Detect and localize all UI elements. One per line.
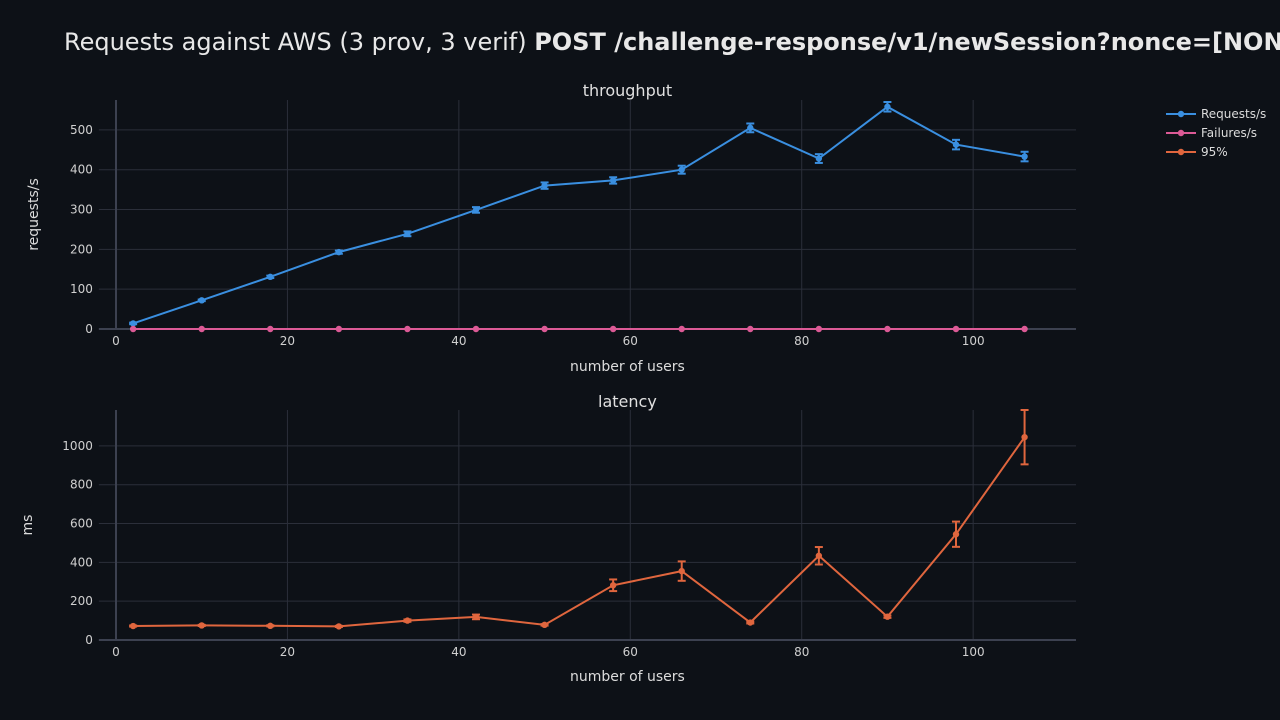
legend-swatch-marker	[1178, 111, 1184, 117]
data-point-p95[interactable]	[267, 623, 273, 629]
y-tick-label: 100	[70, 282, 93, 296]
data-point-p95[interactable]	[473, 614, 479, 620]
data-point-requests[interactable]	[199, 297, 205, 303]
data-point-p95[interactable]	[541, 622, 547, 628]
data-point-failures[interactable]	[199, 326, 205, 332]
data-point-p95[interactable]	[336, 623, 342, 629]
y-axis-label: ms	[20, 515, 36, 536]
data-point-requests[interactable]	[267, 274, 273, 280]
y-tick-label: 0	[85, 633, 93, 647]
data-point-p95[interactable]	[953, 531, 959, 537]
y-tick-label: 400	[70, 555, 93, 569]
y-tick-label: 400	[70, 163, 93, 177]
x-tick-label: 40	[451, 645, 466, 659]
y-tick-label: 0	[85, 322, 93, 336]
data-point-failures[interactable]	[1021, 326, 1027, 332]
data-point-p95[interactable]	[610, 582, 616, 588]
x-tick-label: 60	[623, 334, 638, 348]
chart-title-bold: POST /challenge-response/v1/newSession?n…	[534, 28, 1280, 56]
data-point-requests[interactable]	[884, 104, 890, 110]
y-tick-label: 800	[70, 478, 93, 492]
data-point-requests[interactable]	[336, 249, 342, 255]
data-point-failures[interactable]	[404, 326, 410, 332]
data-point-failures[interactable]	[336, 326, 342, 332]
data-point-failures[interactable]	[541, 326, 547, 332]
data-point-requests[interactable]	[404, 231, 410, 237]
y-tick-label: 200	[70, 242, 93, 256]
data-point-p95[interactable]	[747, 619, 753, 625]
subplot-title: throughput	[583, 81, 672, 100]
data-point-failures[interactable]	[747, 326, 753, 332]
x-tick-label: 0	[112, 334, 120, 348]
data-point-requests[interactable]	[541, 182, 547, 188]
x-tick-label: 60	[623, 645, 638, 659]
legend-label: Requests/s	[1201, 107, 1266, 121]
x-tick-label: 20	[280, 334, 295, 348]
data-point-failures[interactable]	[679, 326, 685, 332]
data-point-requests[interactable]	[473, 207, 479, 213]
data-point-failures[interactable]	[267, 326, 273, 332]
data-point-requests[interactable]	[130, 320, 136, 326]
x-tick-label: 0	[112, 645, 120, 659]
x-axis-label: number of users	[570, 669, 685, 685]
y-axis-label: requests/s	[26, 178, 42, 251]
data-point-p95[interactable]	[816, 553, 822, 559]
data-point-p95[interactable]	[884, 614, 890, 620]
y-tick-label: 500	[70, 123, 93, 137]
data-point-p95[interactable]	[130, 623, 136, 629]
data-point-requests[interactable]	[610, 177, 616, 183]
y-tick-label: 1000	[62, 439, 93, 453]
x-tick-label: 20	[280, 645, 295, 659]
data-point-p95[interactable]	[1021, 434, 1027, 440]
data-point-p95[interactable]	[404, 617, 410, 623]
data-point-p95[interactable]	[199, 622, 205, 628]
x-tick-label: 40	[451, 334, 466, 348]
data-point-requests[interactable]	[816, 155, 822, 161]
y-tick-label: 200	[70, 594, 93, 608]
data-point-requests[interactable]	[953, 141, 959, 147]
x-tick-label: 100	[962, 334, 985, 348]
data-point-p95[interactable]	[679, 568, 685, 574]
data-point-failures[interactable]	[953, 326, 959, 332]
subplot-title: latency	[598, 392, 657, 411]
data-point-failures[interactable]	[884, 326, 890, 332]
x-axis-label: number of users	[570, 359, 685, 375]
legend-swatch-marker	[1178, 149, 1184, 155]
y-tick-label: 300	[70, 203, 93, 217]
chart-title: Requests against AWS (3 prov, 3 verif) P…	[64, 28, 1280, 56]
x-tick-label: 80	[794, 334, 809, 348]
data-point-failures[interactable]	[610, 326, 616, 332]
legend-label: Failures/s	[1201, 126, 1257, 140]
x-tick-label: 100	[962, 645, 985, 659]
data-point-failures[interactable]	[816, 326, 822, 332]
data-point-requests[interactable]	[747, 125, 753, 131]
data-point-failures[interactable]	[130, 326, 136, 332]
data-point-requests[interactable]	[1021, 153, 1027, 159]
x-tick-label: 80	[794, 645, 809, 659]
chart-title-prefix: Requests against AWS (3 prov, 3 verif)	[64, 28, 534, 56]
y-tick-label: 600	[70, 517, 93, 531]
data-point-failures[interactable]	[473, 326, 479, 332]
data-point-requests[interactable]	[679, 166, 685, 172]
legend-label: 95%	[1201, 145, 1228, 159]
legend-swatch-marker	[1178, 130, 1184, 136]
